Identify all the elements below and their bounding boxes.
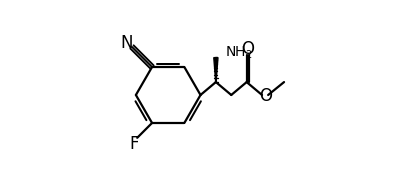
Text: O: O	[241, 40, 255, 58]
Polygon shape	[214, 58, 218, 82]
Text: O: O	[259, 87, 272, 105]
Text: N: N	[121, 34, 133, 52]
Text: F: F	[129, 135, 138, 153]
Text: NH$_2$: NH$_2$	[225, 45, 253, 61]
